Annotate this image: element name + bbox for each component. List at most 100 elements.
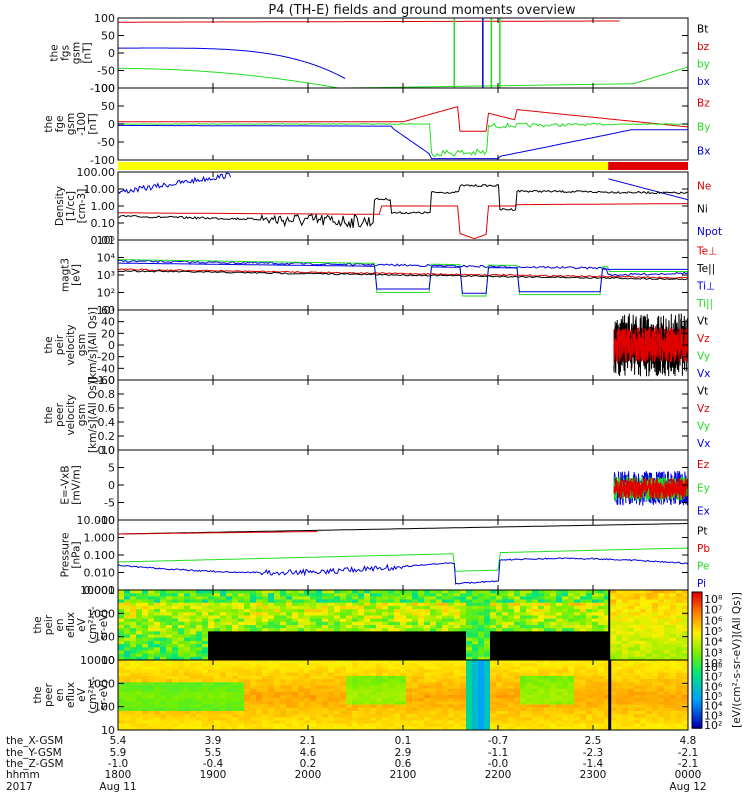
heatmap-cell bbox=[586, 640, 593, 645]
heatmap-cell bbox=[556, 682, 563, 687]
heatmap-cell bbox=[550, 660, 557, 664]
heatmap-cell bbox=[208, 621, 215, 626]
heatmap-cell bbox=[328, 602, 335, 607]
heatmap-cell bbox=[310, 695, 317, 699]
heatmap-cell bbox=[292, 650, 299, 655]
heatmap-cell bbox=[280, 647, 287, 652]
heatmap-cell bbox=[592, 704, 599, 709]
heatmap-cell bbox=[298, 644, 305, 648]
heatmap-cell bbox=[124, 660, 131, 664]
heatmap-cell bbox=[136, 726, 143, 730]
heatmap-cell bbox=[304, 590, 311, 594]
heatmap-cell bbox=[682, 688, 688, 693]
heatmap-cell bbox=[412, 675, 419, 680]
heatmap-cell bbox=[130, 726, 137, 730]
heatmap-cell bbox=[262, 644, 269, 648]
heatmap-cell bbox=[400, 704, 407, 709]
heatmap-cell bbox=[358, 596, 365, 601]
heatmap-cell bbox=[244, 695, 251, 699]
heatmap-cell bbox=[154, 631, 161, 636]
heatmap-cell bbox=[196, 714, 203, 718]
heatmap-cell bbox=[274, 717, 281, 722]
footer-value: -0.7 bbox=[488, 735, 509, 747]
heatmap-cell bbox=[664, 669, 671, 674]
heatmap-cell bbox=[604, 618, 611, 623]
heatmap-cell bbox=[328, 666, 335, 671]
heatmap-cell bbox=[442, 650, 449, 655]
heatmap-cell bbox=[208, 710, 215, 715]
heatmap-cell bbox=[544, 628, 551, 632]
heatmap-cell bbox=[238, 605, 245, 610]
heatmap-cell bbox=[658, 609, 665, 613]
heatmap-cell bbox=[376, 653, 383, 658]
heatmap-cell bbox=[382, 688, 389, 693]
heatmap-cell bbox=[460, 666, 467, 671]
heatmap-cell bbox=[340, 714, 347, 718]
heatmap-cell bbox=[280, 640, 287, 645]
heatmap-cell bbox=[586, 714, 593, 718]
footer-value: -0.4 bbox=[203, 758, 224, 770]
heatmap-cell bbox=[220, 679, 227, 683]
heatmap-cell bbox=[400, 599, 407, 604]
heatmap-cell bbox=[550, 599, 557, 604]
heatmap-cell bbox=[592, 650, 599, 655]
heatmap-cell bbox=[190, 615, 197, 620]
heatmap-cell bbox=[184, 625, 191, 629]
heatmap-cell bbox=[616, 637, 623, 642]
heatmap-cell bbox=[664, 640, 671, 645]
heatmap-cell bbox=[496, 723, 503, 728]
heatmap-cell bbox=[286, 669, 293, 674]
heatmap-cell bbox=[550, 695, 557, 699]
heatmap-cell bbox=[514, 650, 521, 655]
colorbar-cell bbox=[692, 607, 702, 611]
heatmap-cell bbox=[592, 723, 599, 728]
heatmap-cell bbox=[568, 714, 575, 718]
heatmap-cell bbox=[472, 726, 479, 730]
heatmap-cell bbox=[622, 644, 629, 648]
heatmap-cell bbox=[418, 625, 425, 629]
heatmap-cell bbox=[160, 650, 167, 655]
heatmap-cell bbox=[676, 637, 683, 642]
heatmap-cell bbox=[178, 669, 185, 674]
heatmap-cell bbox=[514, 704, 521, 709]
heatmap-cell bbox=[574, 590, 581, 594]
heatmap-cell bbox=[166, 679, 173, 683]
heatmap-cell bbox=[328, 688, 335, 693]
heatmap-cell bbox=[466, 609, 473, 613]
heatmap-cell bbox=[622, 621, 629, 626]
heatmap-cell bbox=[232, 653, 239, 658]
heatmap-cell bbox=[274, 644, 281, 648]
heatmap-cell bbox=[574, 714, 581, 718]
heatmap-cell bbox=[394, 625, 401, 629]
heatmap-cell bbox=[538, 726, 545, 730]
heatmap-cell bbox=[340, 698, 347, 702]
heatmap-cell bbox=[118, 663, 125, 667]
heatmap-cell bbox=[166, 707, 173, 712]
heatmap-cell bbox=[586, 644, 593, 648]
heatmap-cell bbox=[220, 710, 227, 715]
heatmap-cell bbox=[280, 660, 287, 664]
heatmap-cell bbox=[520, 618, 527, 623]
heatmap-cell bbox=[280, 723, 287, 728]
heatmap-cell bbox=[304, 663, 311, 667]
heatmap-cell bbox=[214, 590, 221, 594]
heatmap-cell bbox=[448, 666, 455, 671]
heatmap-cell bbox=[232, 675, 239, 680]
heatmap-cell bbox=[412, 720, 419, 725]
heatmap-cell bbox=[286, 685, 293, 690]
heatmap-cell bbox=[550, 612, 557, 617]
heatmap-cell bbox=[292, 612, 299, 617]
heatmap-cell bbox=[448, 669, 455, 674]
heatmap-cell bbox=[562, 714, 569, 718]
colorbar-cell bbox=[692, 598, 702, 602]
heatmap-cell bbox=[382, 644, 389, 648]
heatmap-cell bbox=[646, 710, 653, 715]
heatmap-cell bbox=[286, 612, 293, 617]
heatmap-cell bbox=[664, 609, 671, 613]
heatmap-cell bbox=[154, 609, 161, 613]
heatmap-cell bbox=[304, 698, 311, 702]
heatmap-cell bbox=[322, 647, 329, 652]
heatmap-cell bbox=[160, 618, 167, 623]
heatmap-cell bbox=[448, 679, 455, 683]
heatmap-cell bbox=[646, 688, 653, 693]
